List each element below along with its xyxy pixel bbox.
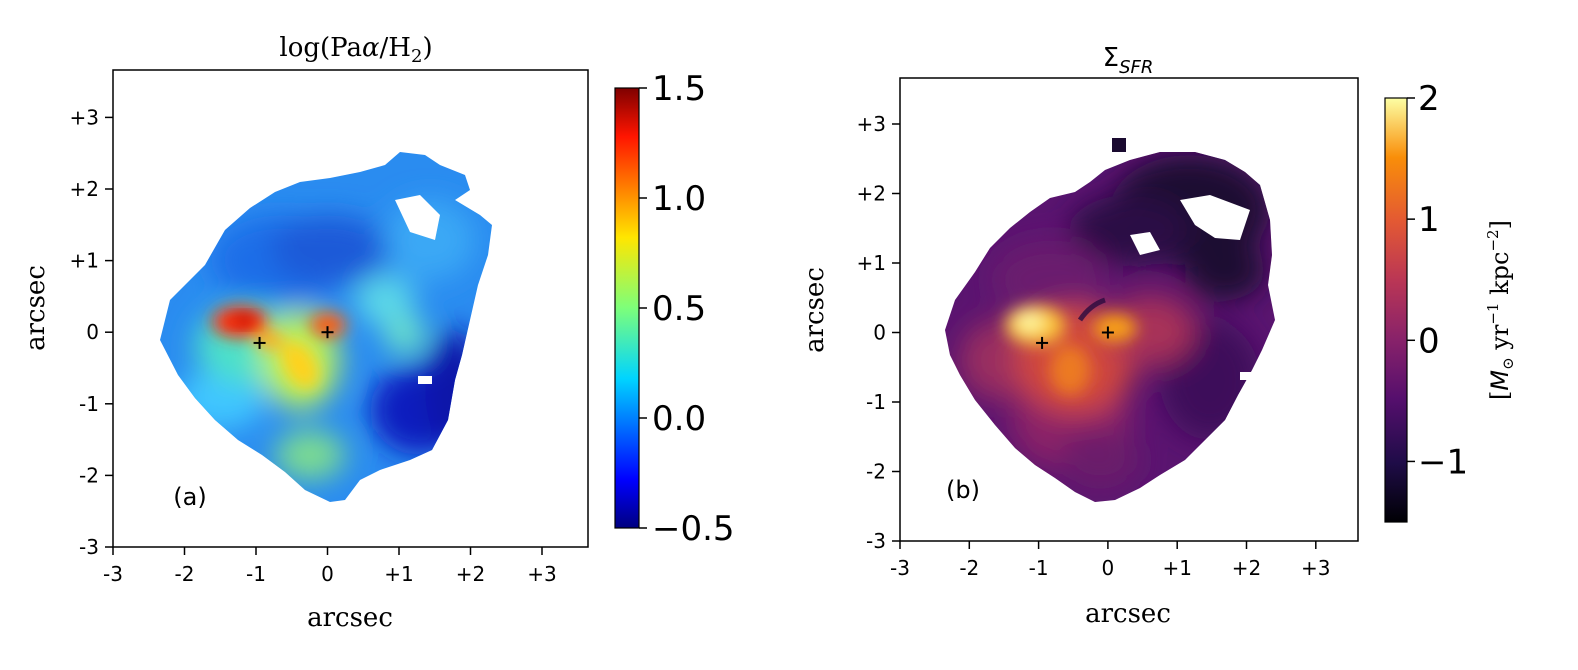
panel-a-xtick-label: -2	[175, 562, 195, 586]
panel-b-label: (b)	[946, 476, 980, 504]
panel-a-axes-frame	[112, 69, 589, 548]
panel-a-ytick-label: +1	[70, 249, 99, 273]
panel-b-xtick-label: +2	[1232, 556, 1261, 580]
panel-a-colorbar-tick-label: −0.5	[652, 509, 735, 549]
panel-a-label: (a)	[173, 483, 206, 511]
panel-b-xtick-label: +1	[1162, 556, 1191, 580]
panel-b-colorbar-tick-label: 2	[1418, 79, 1440, 119]
panel-b-xtick-label: -1	[1029, 556, 1049, 580]
panel-a-ytick-label: +2	[70, 177, 99, 201]
panel-b-ytick-label: -3	[866, 529, 886, 553]
panel-a-colorbar-tick-label: 0.0	[652, 399, 706, 439]
panel-a-plus-marker-1	[253, 336, 266, 349]
panel-b-colorbar-label: [M⊙ yr−1 kpc−2]	[1484, 220, 1517, 400]
panel-a-colorbar-tick-label: 1.0	[652, 179, 706, 219]
panel-b-heatmap	[945, 152, 1275, 502]
panel-a-xtick-label: 0	[321, 562, 334, 586]
panel-a-title: log(Paα/H2)	[279, 33, 432, 67]
panel-b-xtick-label: -2	[959, 556, 979, 580]
panel-a-ylabel: arcsec	[21, 265, 51, 351]
panel-a-colorbar-tick-label: 1.5	[652, 69, 706, 109]
panel-b-ytick-label: +2	[857, 182, 886, 206]
panel-a-ytick-label: 0	[86, 320, 99, 344]
panel-a-plus-marker-2	[321, 326, 334, 339]
panel-b-ylabel: arcsec	[800, 267, 830, 353]
panel-a-xtick-label: +1	[384, 562, 413, 586]
panel-b-plus-marker-1	[1036, 336, 1049, 349]
panel-b-colorbar-tick-label: −1	[1418, 442, 1468, 482]
panel-a-ytick-label: -1	[79, 392, 99, 416]
panel-a-heatmap	[160, 152, 492, 502]
panel-b-ytick-label: -2	[866, 460, 886, 484]
panel-b-colorbar	[1384, 97, 1408, 523]
panel-b-ytick-label: +3	[857, 112, 886, 136]
panel-b: ΣSFR	[800, 43, 1517, 629]
panel-a-xtick-label: -3	[103, 562, 123, 586]
panel-b-ytick-label: -1	[866, 390, 886, 414]
panel-a-ytick-label: -3	[79, 535, 99, 559]
panel-a-xtick-label: +2	[456, 562, 485, 586]
panel-b-xtick-label: 0	[1102, 556, 1115, 580]
panel-b-ytick-label: +1	[857, 251, 886, 275]
panel-a-ytick-label: -2	[79, 463, 99, 487]
panel-a-xlabel: arcsec	[307, 603, 393, 633]
panel-b-colorbar-tick-label: 0	[1418, 321, 1440, 361]
panel-b-xlabel: arcsec	[1085, 599, 1171, 629]
panel-a-colorbar	[614, 87, 640, 529]
panel-a: log(Paα/H2)	[21, 33, 735, 633]
panel-b-ytick-label: 0	[873, 321, 886, 345]
panel-b-axes-frame	[899, 77, 1359, 542]
panel-b-xtick-label: +3	[1301, 556, 1330, 580]
panel-a-colorbar-tick-label: 0.5	[652, 289, 706, 329]
panel-a-xtick-label: -1	[246, 562, 266, 586]
panel-b-plus-marker-2	[1101, 326, 1114, 339]
panel-a-xtick-label: +3	[527, 562, 556, 586]
panel-b-colorbar-tick-label: 1	[1418, 200, 1440, 240]
panel-b-title: ΣSFR	[1103, 43, 1154, 78]
panel-a-ytick-label: +3	[70, 105, 99, 129]
panel-b-xtick-label: -3	[890, 556, 910, 580]
